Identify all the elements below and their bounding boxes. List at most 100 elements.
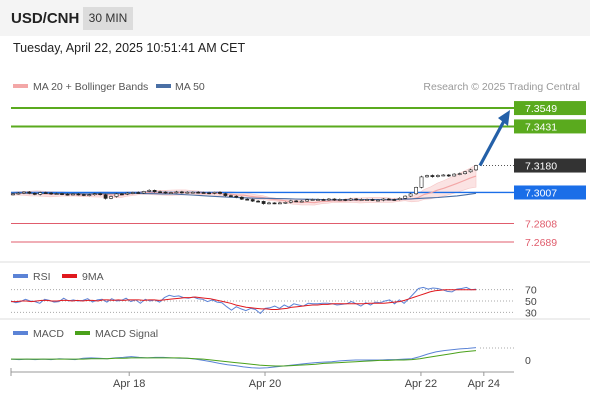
candle-body [348, 198, 353, 201]
candle-body [272, 202, 277, 205]
candle-body [109, 196, 113, 199]
candle-body [136, 192, 141, 194]
candle-body [152, 190, 157, 193]
candle-body [16, 192, 21, 195]
level-label-support-4: 7.2808 [525, 218, 557, 230]
timeframe-button[interactable]: 30 MIN [83, 7, 133, 30]
candle-body [277, 202, 282, 205]
candle-body [207, 192, 212, 195]
candle-body [223, 193, 228, 196]
candle-body [256, 200, 261, 203]
level-label-pivot-3: 7.3007 [525, 187, 557, 199]
legend-label-ma20: MA 20 + Bollinger Bands [33, 81, 148, 93]
candle-body [49, 192, 54, 195]
candle-body [392, 199, 397, 201]
legend-swatch-macd-signal [75, 331, 90, 335]
candle-body [321, 199, 326, 201]
projection-arrow-shaft [478, 118, 507, 167]
macd-line [10, 347, 477, 369]
candle-body [288, 200, 293, 203]
candle-body [441, 174, 446, 177]
candle-body [92, 193, 97, 195]
candle-body [71, 193, 75, 196]
candle-body [463, 171, 468, 175]
rsi-line [10, 286, 477, 315]
candle-body [239, 196, 244, 200]
legend-swatch-rsi [13, 274, 28, 278]
candle-body [11, 193, 15, 196]
candle-body [430, 175, 435, 177]
candle-body [141, 191, 146, 194]
macd-tick-0: 0 [525, 355, 531, 367]
x-tick-label: Apr 20 [249, 378, 281, 390]
macd-signal-line [11, 350, 477, 367]
candle-body [474, 165, 478, 171]
candle-body [185, 191, 190, 194]
candle-body [174, 191, 179, 194]
candle-body [381, 198, 386, 201]
x-tick-label: Apr 18 [113, 378, 145, 390]
level-label-resistance-0: 7.3549 [525, 103, 557, 115]
candle-body [158, 191, 163, 193]
level-label-current-2: 7.3180 [525, 161, 557, 173]
candle-body [365, 199, 370, 201]
candle-body [408, 193, 413, 197]
candle-body [65, 193, 70, 196]
level-label-support-5: 7.2689 [525, 237, 557, 249]
candle-body [163, 191, 168, 194]
candle-body [283, 202, 288, 204]
candle-body [310, 199, 315, 201]
candle-body [457, 173, 462, 175]
candle-body [196, 191, 201, 194]
candle-body [386, 198, 391, 201]
projection-arrow-head [498, 110, 510, 127]
candle-body [245, 198, 250, 201]
candle-body [343, 199, 348, 201]
candle-body [332, 198, 337, 201]
candle-body [81, 194, 86, 196]
candle-body [299, 200, 304, 203]
candle-body [114, 193, 119, 197]
candle-body [354, 198, 359, 201]
legend-swatch-macd [13, 331, 28, 335]
credit-text: Research © 2025 Trading Central [423, 81, 580, 93]
legend-label-ma50: MA 50 [175, 81, 205, 93]
candle-body [397, 198, 402, 201]
candle-body [337, 199, 342, 201]
candle-body [60, 193, 64, 195]
symbol-title: USD/CNH [11, 10, 80, 27]
rsi-ma-line [11, 289, 476, 310]
candle-body [130, 192, 135, 194]
candle-body [54, 193, 59, 195]
candle-body [419, 176, 424, 188]
candle-body [103, 194, 108, 199]
x-tick-label: Apr 24 [468, 378, 500, 390]
legend-label-rsi-ma: 9MA [82, 271, 104, 283]
candle-body [218, 192, 222, 194]
rsi-tick-30: 30 [525, 307, 537, 319]
level-box-pivot-3 [514, 185, 586, 200]
candle-body [414, 187, 419, 195]
legend-label-macd: MACD [33, 328, 64, 340]
candle-body [125, 192, 130, 195]
candle-body [435, 175, 440, 177]
candle-body [201, 192, 206, 194]
candle-body [376, 199, 380, 202]
legend-label-rsi: RSI [33, 271, 51, 283]
chart-header: USD/CNH 30 MIN [0, 0, 590, 36]
candle-body [326, 198, 331, 201]
candle-body [250, 199, 255, 202]
rsi-tick-50: 50 [525, 296, 537, 308]
rsi-tick-70: 70 [525, 285, 537, 297]
candle-body [234, 195, 239, 198]
candle-body [403, 195, 408, 199]
candle-body [43, 192, 48, 194]
candle-body [468, 169, 473, 173]
candle-body [87, 194, 92, 196]
candle-body [180, 191, 184, 194]
legend-swatch-rsi-ma [62, 274, 77, 278]
candle-body [212, 192, 217, 194]
candle-body [305, 199, 310, 202]
x-tick-label: Apr 22 [405, 378, 437, 390]
